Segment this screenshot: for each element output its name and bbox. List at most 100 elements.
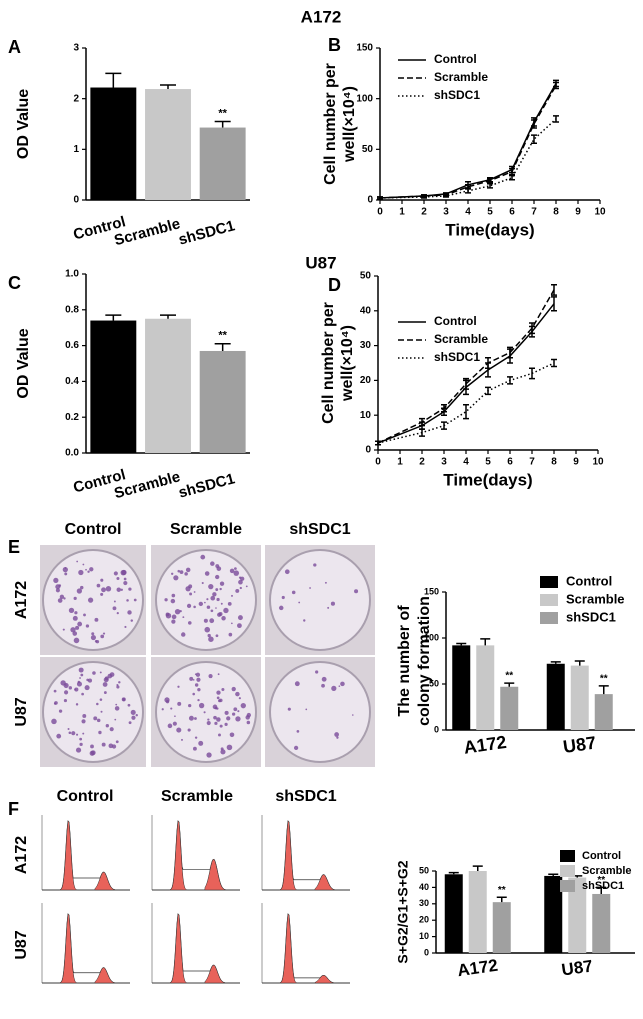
colony xyxy=(324,581,327,584)
colony xyxy=(58,584,62,587)
colony xyxy=(96,718,101,723)
y-axis-label: The number of xyxy=(396,605,413,717)
error-bar xyxy=(509,174,515,181)
colony xyxy=(101,742,106,747)
colony xyxy=(208,636,214,642)
colony xyxy=(170,598,176,604)
bar xyxy=(145,318,191,453)
legend-label: Scramble xyxy=(582,865,632,877)
error-bar xyxy=(551,283,557,296)
panel-label: C xyxy=(8,273,21,293)
colony xyxy=(133,598,137,602)
colony xyxy=(239,586,242,590)
colony xyxy=(284,569,290,575)
colony xyxy=(246,720,251,725)
legend-label: Scramble xyxy=(434,332,488,346)
x-tick-label: U87 xyxy=(560,956,594,979)
colony xyxy=(216,696,220,700)
colony xyxy=(235,691,240,697)
colony xyxy=(229,568,235,574)
colony xyxy=(330,601,335,606)
x-tick-label: A172 xyxy=(456,956,499,980)
colony xyxy=(177,701,182,706)
legend-label: shSDC1 xyxy=(582,880,624,892)
colony xyxy=(116,683,119,687)
colony xyxy=(208,674,213,679)
legend-label: shSDC1 xyxy=(434,350,480,364)
colony xyxy=(171,593,176,598)
colony xyxy=(116,685,120,689)
error-bar xyxy=(550,661,561,664)
x-tick-label: A172 xyxy=(462,732,507,758)
row-label: A172 xyxy=(13,581,30,619)
colony xyxy=(116,577,120,581)
error-bar xyxy=(419,417,425,427)
error-bar xyxy=(496,896,507,903)
error-bar xyxy=(548,873,559,876)
colony xyxy=(214,706,218,710)
colony xyxy=(305,708,308,711)
colony xyxy=(298,601,301,604)
error-bar xyxy=(160,84,176,90)
row-label: U87 xyxy=(13,930,30,959)
colony xyxy=(206,605,211,609)
y-axis-label: S+G2/G1+S+G2 xyxy=(395,860,411,963)
colony xyxy=(201,581,204,585)
legend-label: Control xyxy=(434,314,477,328)
colony xyxy=(221,688,225,692)
column-label: Control xyxy=(57,788,114,805)
y-tick-label: 20 xyxy=(360,375,372,386)
colony xyxy=(219,724,223,728)
colony xyxy=(206,752,212,758)
colony xyxy=(72,615,78,621)
histogram-g2 xyxy=(94,871,130,891)
histogram-s-phase xyxy=(262,913,350,984)
colony xyxy=(198,601,204,607)
colony xyxy=(281,595,285,600)
colony xyxy=(212,592,217,597)
colony xyxy=(334,732,340,737)
error-bar xyxy=(465,181,471,189)
bar xyxy=(594,694,613,730)
histogram-s-phase xyxy=(152,913,240,984)
colony xyxy=(74,611,78,615)
error-bar xyxy=(443,194,449,198)
colony xyxy=(231,686,236,692)
bar xyxy=(199,350,246,453)
colony xyxy=(171,619,176,624)
y-tick-label: 40 xyxy=(360,305,372,316)
colony xyxy=(197,688,201,692)
colony xyxy=(89,750,95,756)
colony xyxy=(228,632,233,637)
colony xyxy=(79,677,81,679)
error-bar xyxy=(214,120,231,128)
colony xyxy=(218,612,223,617)
x-tick-label: 0 xyxy=(375,457,381,468)
colony xyxy=(194,683,199,687)
colony xyxy=(245,585,248,588)
colony xyxy=(79,742,83,747)
colony xyxy=(135,713,138,717)
colony xyxy=(219,698,223,703)
y-tick-label: 1 xyxy=(73,144,79,155)
colony xyxy=(82,714,87,718)
colony xyxy=(303,619,306,622)
bar xyxy=(546,663,565,730)
colony xyxy=(233,570,240,576)
colony xyxy=(192,679,195,681)
series-line xyxy=(377,362,555,444)
colony xyxy=(68,731,72,735)
colony xyxy=(82,732,85,735)
y-tick-label: 150 xyxy=(424,586,439,596)
bar xyxy=(544,875,563,953)
legend-label: Control xyxy=(434,52,477,66)
colony xyxy=(76,588,83,594)
significance: ** xyxy=(218,107,227,119)
colony xyxy=(165,612,170,617)
column-label: Control xyxy=(65,521,122,538)
error-bar xyxy=(441,421,447,430)
colony xyxy=(340,681,345,687)
colony xyxy=(53,577,59,583)
colony xyxy=(209,618,215,624)
colony xyxy=(278,605,284,611)
